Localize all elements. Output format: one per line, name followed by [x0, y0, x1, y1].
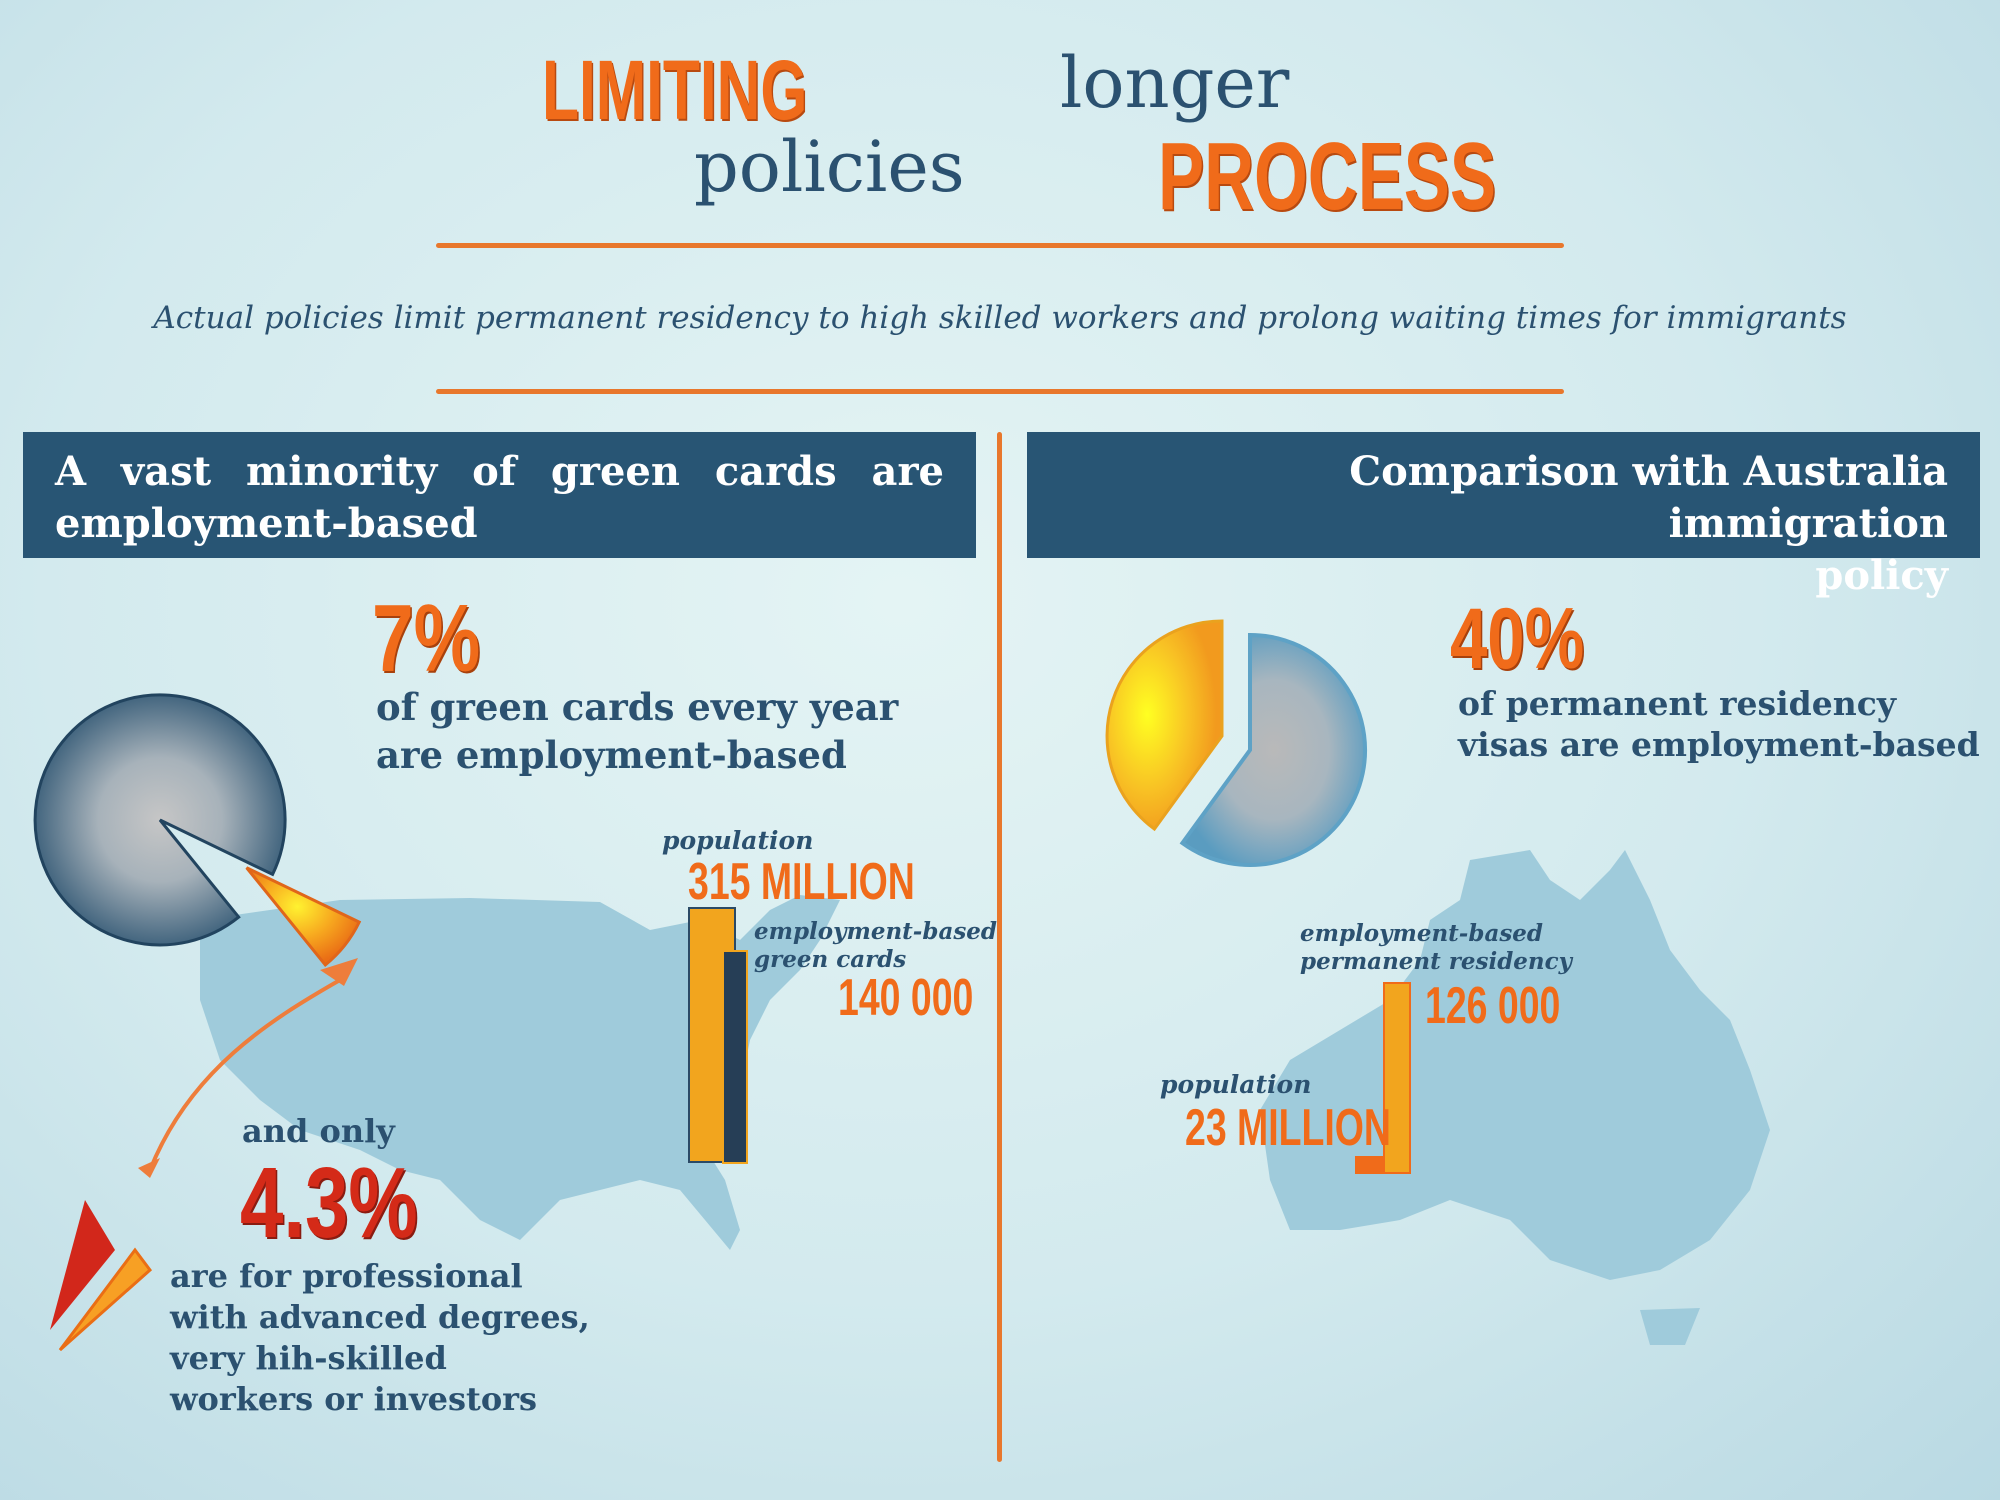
curved-arrow-head-top [320, 958, 358, 986]
right-header-line1: Comparison with Australia immigration [1349, 448, 1948, 547]
left-cards-label-line2: green cards [754, 946, 907, 973]
left-header-text: A vast minority of green cards are emplo… [55, 448, 944, 547]
title-process: PROCESS [1158, 123, 1497, 230]
left-green-cards-bar [722, 950, 748, 1164]
shard-decoration [50, 1200, 153, 1352]
left-pie-majority-slice [33, 693, 287, 947]
usa-map-shape [200, 895, 840, 1250]
usa-map [200, 895, 840, 1250]
secondary-desc-line3: very hih-skilled [170, 1339, 447, 1377]
secondary-desc-line2: with advanced degrees, [170, 1298, 590, 1336]
left-pie-employment-slice [245, 866, 362, 968]
left-percent: 7% [372, 585, 481, 692]
right-pr-label-line1: employment-based [1300, 920, 1544, 947]
right-percent-desc-line2: visas are employment-based [1458, 725, 1980, 764]
left-percent-desc-line2: are employment-based [376, 733, 847, 777]
right-pie-other-slice [1179, 632, 1367, 867]
left-population-value: 315 MILLION [688, 853, 915, 911]
tasmania-shape [1640, 1308, 1700, 1345]
title-limiting: LIMITING [542, 43, 808, 137]
curved-arrow-line [148, 978, 341, 1171]
australia-map-shape [1260, 850, 1770, 1280]
left-percent-secondary: 4.3% [240, 1147, 418, 1259]
left-population-label: population [662, 826, 814, 855]
right-pie-chart [1105, 619, 1367, 867]
curved-arrow-head-bottom [138, 1158, 160, 1178]
shard-red [50, 1200, 115, 1330]
shard-orange [58, 1247, 153, 1352]
right-percent-desc-line1: of permanent residency [1458, 684, 1896, 723]
left-percent-desc-line1: of green cards every year [376, 685, 899, 729]
secondary-desc: are for professional with advanced degre… [170, 1256, 590, 1420]
right-pr-label-line2: permanent residency [1300, 948, 1573, 975]
right-pr-bar [1383, 982, 1411, 1174]
title-divider-top [436, 243, 1564, 248]
title-longer: longer [1060, 42, 1290, 124]
left-section-header: A vast minority of green cards are emplo… [23, 432, 976, 558]
secondary-desc-line1: are for professional [170, 1257, 523, 1295]
right-pie-employment-slice [1105, 619, 1224, 832]
subtitle: Actual policies limit permanent residenc… [153, 300, 1847, 336]
right-header-line2: policy [1815, 552, 1948, 599]
right-population-label: population [1160, 1070, 1312, 1099]
right-population-value: 23 MILLION [1185, 1099, 1391, 1157]
right-pr-value: 126 000 [1425, 977, 1561, 1035]
curved-arrow [138, 958, 358, 1178]
and-only-label: and only [242, 1112, 395, 1150]
title-divider-bottom [436, 389, 1564, 394]
left-cards-value: 140 000 [838, 969, 974, 1027]
column-divider [997, 432, 1002, 1462]
secondary-desc-line4: workers or investors [170, 1380, 538, 1418]
right-percent: 40% [1450, 591, 1585, 687]
left-pie-chart [33, 693, 362, 968]
right-population-bar [1355, 1156, 1385, 1174]
title-policies: policies [694, 126, 965, 208]
left-cards-label-line1: employment-based [754, 918, 998, 945]
right-section-header: Comparison with Australia immigration po… [1027, 432, 1980, 599]
